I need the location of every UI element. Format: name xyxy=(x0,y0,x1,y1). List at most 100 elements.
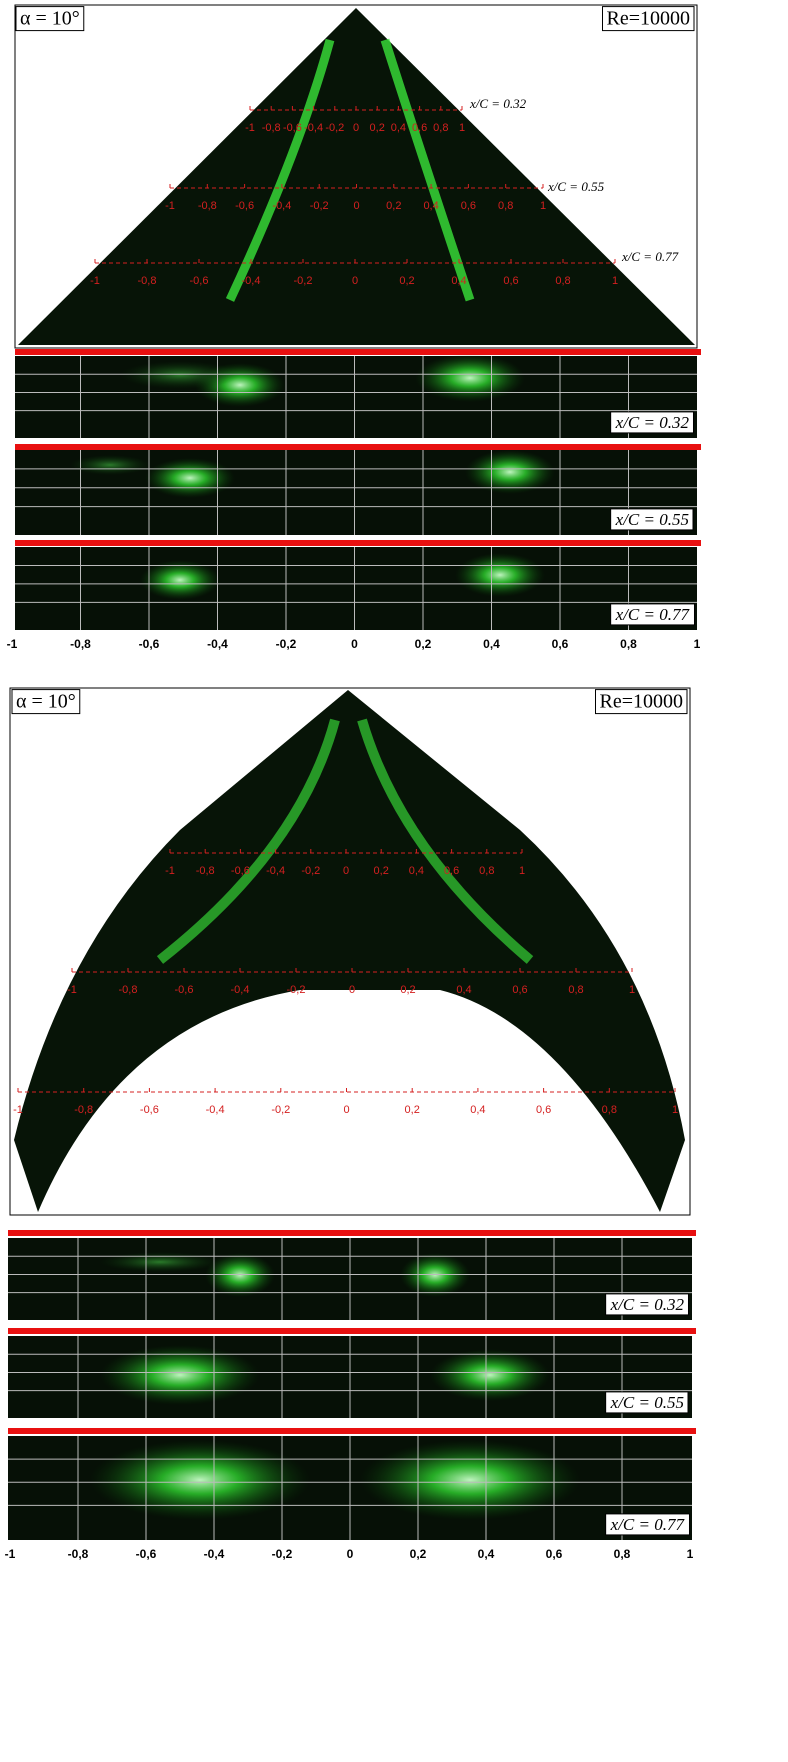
vortex xyxy=(70,455,150,475)
scale-tick-label: 0,8 xyxy=(602,1104,617,1116)
scale-tick-label: -0,8 xyxy=(196,865,215,877)
red-bar xyxy=(8,1328,696,1334)
scale-tick-label: -0,2 xyxy=(287,984,306,996)
red-bar xyxy=(8,1428,696,1434)
scale-tick-label: 1 xyxy=(612,275,618,287)
vortex xyxy=(415,354,525,402)
scale-tick-label: -0,4 xyxy=(206,1104,225,1116)
axis-tick-label: -0,6 xyxy=(139,637,160,651)
axis-tick-label: 0 xyxy=(351,637,358,651)
alpha-label: α = 10° xyxy=(16,691,76,713)
axis-tick-label: -0,4 xyxy=(204,1547,225,1561)
scale-tick-label: 0 xyxy=(353,200,359,212)
scale-tick-label: 0 xyxy=(353,122,359,134)
section-label-box xyxy=(605,1293,689,1316)
scale-tick-label: -1 xyxy=(165,200,175,212)
scale-tick-label: 1 xyxy=(629,984,635,996)
axis-tick-label: -0,6 xyxy=(136,1547,157,1561)
section-label: x/C = 0.32 xyxy=(610,1295,685,1314)
axis-tick-label: 0,4 xyxy=(483,637,500,651)
re-label: Re=10000 xyxy=(607,8,691,30)
scale-tick-label: -0,6 xyxy=(140,1104,159,1116)
scale-tick-label: -0,2 xyxy=(310,200,329,212)
scale-tick-label: -1 xyxy=(13,1104,23,1116)
vortex xyxy=(140,560,220,600)
scale-tick-label: 0 xyxy=(352,275,358,287)
section-label: x/C = 0.32 xyxy=(615,413,690,432)
scale-tick-label: 0,2 xyxy=(399,275,414,287)
scale-tick-label: -0,8 xyxy=(198,200,217,212)
scale-tick-label: 1 xyxy=(519,865,525,877)
red-bar xyxy=(15,349,701,355)
vortex xyxy=(400,1253,470,1297)
planform xyxy=(18,8,695,345)
axis-tick-label: 0 xyxy=(347,1547,354,1561)
axis-tick-label: -1 xyxy=(5,1547,16,1561)
axis-tick-label: 0,6 xyxy=(546,1547,563,1561)
scale-tick-label: -1 xyxy=(165,865,175,877)
scale-tick-label: -0,2 xyxy=(301,865,320,877)
scale-tick-label: 1 xyxy=(672,1104,678,1116)
scale-tick-label: 0,8 xyxy=(555,275,570,287)
vortex-trace xyxy=(156,718,340,964)
scale-tick-label: -0,8 xyxy=(262,122,281,134)
axis-tick-label: -0,8 xyxy=(68,1547,89,1561)
section-image xyxy=(15,356,697,438)
axis-tick-label: 1 xyxy=(687,1547,694,1561)
axis-tick-label: 1 xyxy=(694,637,701,651)
scale-tick-label: 1 xyxy=(459,122,465,134)
scale-tick-label: 0,6 xyxy=(503,275,518,287)
scale-tick-label: 0,4 xyxy=(423,200,438,212)
vortex-trace xyxy=(357,718,534,964)
axis-tick-label: -0,8 xyxy=(70,637,91,651)
scale-tick-label: 0 xyxy=(343,865,349,877)
scale-tick-label: -0,6 xyxy=(235,200,254,212)
axis-tick-label: 0,4 xyxy=(478,1547,495,1561)
section-label: x/C = 0.55 xyxy=(615,510,689,529)
scale-tick-label: 0,4 xyxy=(391,122,406,134)
scale-tick-label: -1 xyxy=(245,122,255,134)
axis-tick-label: 0,2 xyxy=(410,1547,427,1561)
section-label: x/C = 0.77 xyxy=(615,605,691,624)
axis-tick-label: -0,2 xyxy=(272,1547,293,1561)
vortex-trace xyxy=(225,38,335,302)
section-label-box xyxy=(610,603,695,626)
station-label: x/C = 0.32 xyxy=(469,96,527,111)
scale-tick-label: 0,2 xyxy=(400,984,415,996)
alpha-label-box xyxy=(15,6,85,32)
scale-tick-label: -0,4 xyxy=(266,865,285,877)
axis-tick-label: -0,2 xyxy=(276,637,297,651)
section-label: x/C = 0.55 xyxy=(610,1393,684,1412)
scale-tick-label: 0,4 xyxy=(456,984,471,996)
scale-tick-label: 0,4 xyxy=(409,865,424,877)
scale-tick-label: 0 xyxy=(343,1104,349,1116)
re-label-box xyxy=(602,6,695,32)
scale-tick-label: -0,2 xyxy=(271,1104,290,1116)
scale-tick-label: -0,4 xyxy=(272,200,291,212)
vortex xyxy=(120,361,240,389)
section-label: x/C = 0.77 xyxy=(610,1515,686,1534)
station-label: x/C = 0.77 xyxy=(621,249,679,264)
scale-tick-label: 0,6 xyxy=(444,865,459,877)
scale-tick-label: 0,8 xyxy=(568,984,583,996)
vortex xyxy=(455,553,545,597)
section-label-box xyxy=(605,1391,689,1414)
vortex xyxy=(100,1252,220,1272)
scale-tick-label: 0,8 xyxy=(433,122,448,134)
vortex xyxy=(100,1345,260,1405)
re-label: Re=10000 xyxy=(600,691,684,713)
section-label-box xyxy=(610,411,694,434)
scale-tick-label: -0,4 xyxy=(242,275,261,287)
red-bar xyxy=(15,540,701,546)
scale-tick-label: -1 xyxy=(67,984,77,996)
alpha-label-box xyxy=(11,689,81,715)
section-label-box xyxy=(610,508,694,531)
vortex xyxy=(465,450,555,494)
scale-tick-label: -0,6 xyxy=(283,122,302,134)
scale-tick-label: 0,2 xyxy=(386,200,401,212)
scale-tick-label: -0,6 xyxy=(190,275,209,287)
scale-tick-label: 0,4 xyxy=(451,275,466,287)
scale-tick-label: 0,2 xyxy=(374,865,389,877)
vortex xyxy=(205,1253,275,1297)
